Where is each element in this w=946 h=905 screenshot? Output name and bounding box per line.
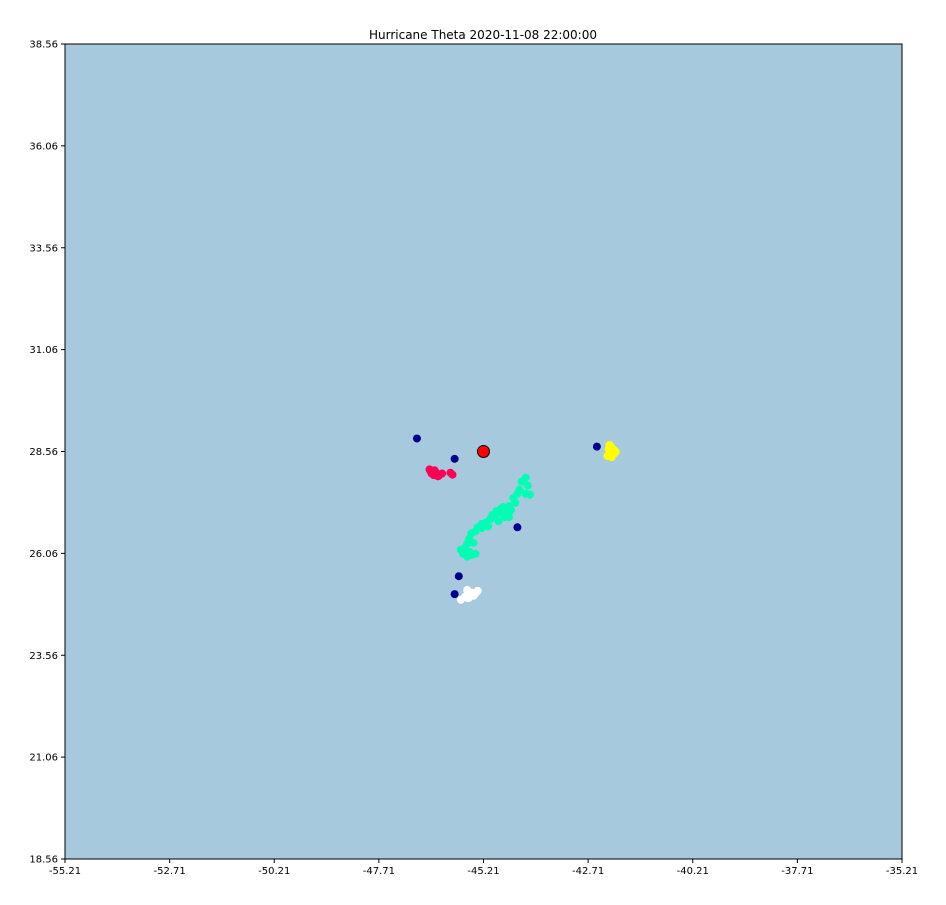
- axis-ticks: -55.21 -52.71 -50.21 -47.71 -45.21 -42.71 -40.…: [29, 40, 918, 878]
- data-point: [473, 586, 482, 595]
- y-tick-label: 33.56: [29, 243, 58, 254]
- data-point: [511, 498, 520, 507]
- data-point: [496, 504, 505, 513]
- data-point: [454, 572, 463, 581]
- data-point: [507, 506, 516, 515]
- x-tick-label: -42.71: [572, 866, 604, 877]
- x-tick-label: -37.71: [781, 866, 813, 877]
- data-point: [484, 522, 493, 531]
- y-tick-label: 38.56: [29, 40, 58, 51]
- x-tick-label: -45.21: [467, 866, 499, 877]
- data-point: [477, 524, 486, 533]
- data-point: [450, 590, 459, 599]
- data-point: [469, 538, 478, 547]
- storm-center-marker: [477, 445, 490, 458]
- y-tick-label: 26.06: [29, 549, 58, 560]
- x-tick-label: -47.71: [363, 866, 395, 877]
- data-point: [519, 477, 528, 486]
- y-tick-label: 21.06: [29, 753, 58, 764]
- y-tick-label: 28.56: [29, 447, 58, 458]
- y-tick-label: 18.56: [29, 855, 58, 866]
- data-point: [430, 466, 439, 475]
- x-tick-label: -40.21: [677, 866, 709, 877]
- y-tick-label: 36.06: [29, 141, 58, 152]
- data-point: [448, 470, 457, 479]
- data-point: [456, 595, 465, 604]
- data-point: [505, 513, 514, 522]
- x-tick-label: -35.21: [886, 866, 918, 877]
- chart-title: Hurricane Theta 2020-11-08 22:00:00: [369, 28, 597, 42]
- data-point: [450, 454, 459, 463]
- x-tick-label: -50.21: [258, 866, 290, 877]
- data-point: [456, 545, 465, 554]
- data-point: [434, 471, 443, 480]
- data-point: [611, 447, 620, 456]
- y-tick-label: 31.06: [29, 345, 58, 356]
- x-tick-label: -52.71: [154, 866, 186, 877]
- data-point: [604, 445, 613, 454]
- y-tick-label: 23.56: [29, 651, 58, 662]
- data-point: [592, 442, 601, 451]
- data-points: [412, 434, 620, 604]
- plot-frame: [64, 43, 903, 860]
- data-point: [471, 549, 480, 558]
- data-point: [488, 511, 497, 520]
- data-point: [513, 523, 522, 532]
- storm-center-layer: [477, 445, 490, 458]
- data-point: [464, 594, 473, 603]
- data-point: [525, 490, 534, 499]
- x-tick-label: -55.21: [49, 866, 81, 877]
- data-point: [494, 517, 503, 526]
- data-point: [412, 434, 421, 443]
